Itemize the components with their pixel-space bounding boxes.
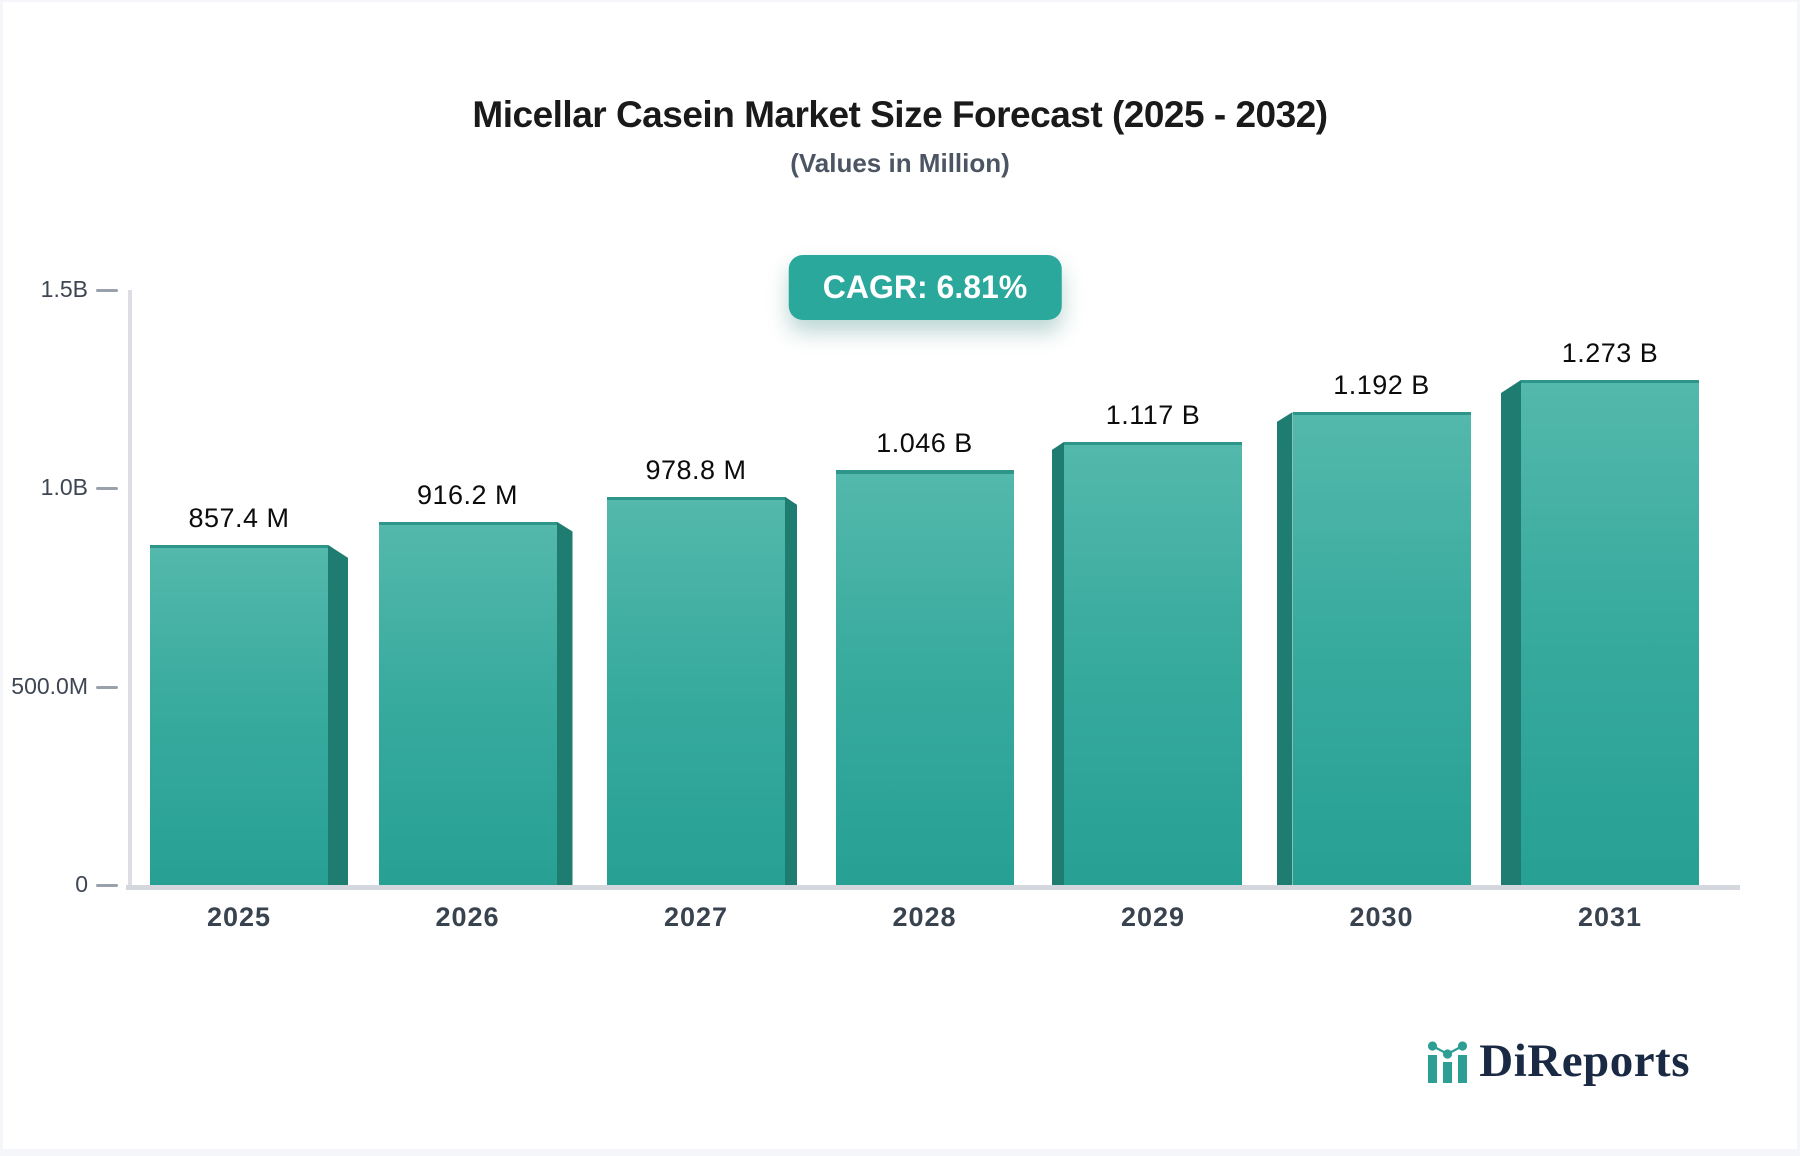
x-tick-label: 2030 — [1349, 902, 1414, 932]
x-tick-label: 2029 — [1120, 902, 1186, 932]
bar-side-face — [1052, 441, 1064, 886]
bar-side-face — [328, 544, 348, 886]
bar-2025 — [150, 544, 328, 886]
x-tick-label: 2026 — [435, 902, 500, 932]
cagr-badge: CAGR: 6.81% — [788, 255, 1062, 320]
y-tick-label: 1.5B — [40, 275, 88, 302]
bar-value-label: 857.4 M — [188, 502, 290, 533]
y-tick-dash — [96, 685, 118, 689]
bar-value-label: 1.046 B — [876, 428, 973, 459]
y-tick-label: 500.0M — [11, 672, 88, 699]
bar-side-face — [556, 521, 573, 886]
y-axis-line — [128, 290, 132, 888]
bar-value-label: 1.192 B — [1333, 370, 1430, 401]
bar-side-face — [785, 496, 797, 886]
y-tick-label: 1.0B — [40, 474, 88, 501]
bar-2029 — [1064, 441, 1242, 886]
bar-side-face — [1276, 412, 1293, 886]
bar-2030 — [1292, 412, 1471, 886]
bar-2027 — [607, 496, 785, 886]
bar-side-face — [1501, 380, 1521, 886]
x-tick-label: 2031 — [1577, 902, 1643, 932]
bar-value-label: 1.117 B — [1105, 399, 1201, 430]
chart-title: Micellar Casein Market Size Forecast (20… — [472, 94, 1328, 135]
y-tick-dash — [96, 288, 118, 292]
y-tick-label: 0 — [75, 871, 88, 897]
y-tick-dash — [96, 487, 118, 491]
x-axis-line — [126, 885, 1740, 890]
logo: DiReports — [1425, 1034, 1690, 1088]
logo-text: DiReports — [1479, 1035, 1690, 1087]
x-tick-label: 2027 — [663, 902, 729, 932]
chart-subtitle: (Values in Million) — [790, 148, 1010, 178]
x-tick-label: 2025 — [206, 902, 272, 932]
bar-2026 — [378, 521, 557, 886]
chart-card: Micellar Casein Market Size Forecast (20… — [3, 2, 1797, 1149]
y-tick-dash — [96, 884, 118, 887]
bar-2031 — [1521, 380, 1699, 886]
bar-2028 — [835, 470, 1014, 886]
bar-value-label: 916.2 M — [416, 479, 519, 510]
bar-value-label: 978.8 M — [645, 454, 747, 485]
bar-value-label: 1.273 B — [1561, 338, 1659, 368]
x-tick-label: 2028 — [892, 902, 957, 932]
bar-chart-trend-icon — [1428, 1041, 1468, 1083]
